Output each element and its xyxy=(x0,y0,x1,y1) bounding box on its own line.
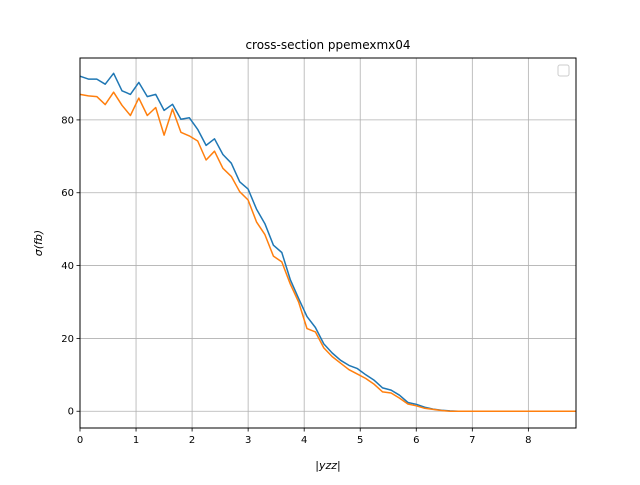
x-tick-label: 1 xyxy=(133,435,139,446)
x-tick-label: 5 xyxy=(357,435,363,446)
x-tick-label: 3 xyxy=(245,435,251,446)
x-axis-ticks: 0 1 2 3 4 5 6 7 8 xyxy=(77,428,532,446)
x-tick-label: 8 xyxy=(525,435,531,446)
x-axis-label: |yzz| xyxy=(315,459,340,472)
series-lines xyxy=(79,72,576,412)
x-tick-label: 4 xyxy=(301,435,307,446)
chart-title: cross-section ppemexmx04 xyxy=(245,38,410,52)
x-tick-label: 7 xyxy=(469,435,475,446)
y-axis-ticks: 0 20 40 60 80 xyxy=(61,115,80,418)
y-tick-label: 80 xyxy=(61,115,74,126)
legend-box xyxy=(557,64,570,77)
y-tick-label: 60 xyxy=(61,188,74,199)
y-axis-label: σ(fb) xyxy=(32,230,45,256)
series-line-2 xyxy=(79,91,576,412)
y-tick-label: 20 xyxy=(61,334,74,345)
x-tick-label: 6 xyxy=(413,435,419,446)
x-tick-label: 0 xyxy=(77,435,83,446)
plot-frame xyxy=(79,57,577,429)
x-tick-label: 2 xyxy=(189,435,195,446)
plot-area-background xyxy=(80,58,576,428)
y-tick-label: 40 xyxy=(61,261,74,272)
y-tick-label: 0 xyxy=(68,407,74,418)
